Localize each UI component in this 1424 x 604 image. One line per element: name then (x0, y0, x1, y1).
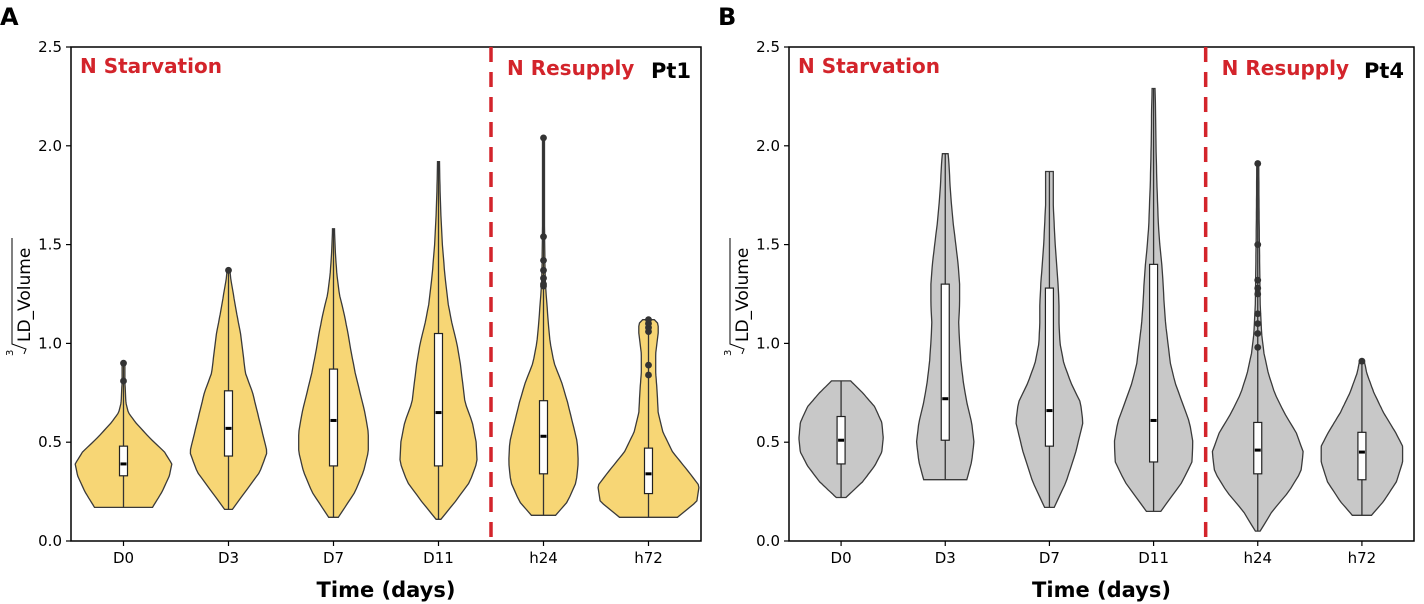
outlier-point (645, 371, 652, 379)
violin-box (1148, 263, 1159, 463)
violin-h24 (1211, 160, 1304, 532)
annotation-starvation: N Starvation (798, 54, 940, 78)
violin-box (1253, 421, 1263, 475)
outlier-point (1254, 330, 1262, 337)
outlier-point (540, 274, 547, 282)
y-axis-root-index: 3 (5, 350, 16, 356)
outlier-point (1254, 290, 1262, 298)
violin-chart-pt4: 0.0 0.5 1.0 1.5 2.0 2.5 D0 D3 D7 D11 h24 h72 N Star… (723, 38, 1415, 602)
x-tick-label: h72 (1348, 549, 1377, 567)
x-tick-label: D0 (113, 549, 134, 567)
outlier-point (1358, 357, 1366, 365)
outlier-point (1254, 343, 1262, 351)
y-tick-label: 2.0 (38, 137, 62, 155)
outlier-point (1254, 284, 1262, 292)
x-tick-label: D3 (935, 549, 956, 567)
x-tick-label: h24 (529, 549, 558, 567)
violin-h72 (597, 316, 700, 518)
plot-frame (788, 46, 1415, 542)
y-tick-label: 2.5 (38, 38, 62, 56)
outlier-point (1254, 310, 1262, 318)
y-axis-title: LD_Volume 3 (5, 238, 35, 356)
violin-D3 (915, 153, 975, 481)
x-axis-title: Time (days) (317, 578, 456, 602)
violin-box (940, 283, 950, 441)
outlier-point (1254, 160, 1262, 167)
violin-D3 (189, 266, 268, 511)
panel-letter-b: B (718, 3, 736, 31)
y-tick-label: 2.5 (756, 38, 780, 56)
violin-D7 (298, 228, 369, 518)
outlier-point (645, 361, 652, 369)
outlier-point (540, 266, 547, 274)
y-axis-radical-sign (11, 238, 27, 355)
x-tick-label: h24 (1243, 549, 1272, 567)
violin-chart-pt1: 0.0 0.5 1.0 1.5 2.0 2.5 D0 D3 D7 D11 h24 h72 N Star… (5, 38, 702, 602)
axes-group: 0.0 0.5 1.0 1.5 2.0 2.5 D0 D3 D7 D11 h24 h72 (38, 38, 663, 567)
panel-letter-a: A (0, 3, 19, 31)
y-axis-title-text: LD_Volume (733, 248, 753, 342)
x-axis-title: Time (days) (1032, 578, 1171, 602)
x-tick-label: D11 (423, 549, 454, 567)
violin-h24 (508, 134, 579, 516)
violin-h72 (1320, 357, 1404, 516)
violins-group (798, 87, 1404, 532)
outlier-point (1254, 320, 1262, 328)
violin-D11 (1113, 87, 1194, 513)
violin-D0 (798, 380, 884, 499)
y-tick-label: 0.5 (38, 433, 62, 451)
outlier-point (1254, 241, 1262, 249)
annotation-resupply: N Resupply (1222, 56, 1349, 80)
y-tick-label: 1.0 (38, 334, 62, 352)
plot-frame (70, 46, 702, 542)
y-axis-title-text: LD_Volume (15, 248, 35, 342)
x-tick-label: D3 (218, 549, 239, 567)
violin-box (223, 390, 234, 457)
violin-D0 (74, 359, 173, 509)
strain-label: Pt1 (651, 59, 691, 83)
violin-box (1044, 287, 1055, 447)
violin-D11 (399, 160, 478, 520)
annotation-resupply: N Resupply (507, 56, 634, 80)
y-tick-label: 0.0 (756, 532, 780, 550)
violin-box (118, 445, 129, 477)
y-axis-radical-sign (729, 238, 745, 355)
x-tick-label: h72 (634, 549, 663, 567)
strain-label: Pt4 (1364, 59, 1404, 83)
x-tick-label: D7 (1039, 549, 1060, 567)
violins-group (74, 134, 700, 520)
outlier-point (120, 377, 127, 385)
x-tick-label: D7 (323, 549, 344, 567)
outlier-point (540, 233, 547, 241)
outlier-point (540, 280, 547, 288)
outlier-point (645, 316, 652, 324)
violin-box (433, 332, 444, 467)
y-axis-title: LD_Volume 3 (723, 238, 753, 356)
outlier-point (1254, 276, 1262, 284)
y-tick-label: 1.5 (756, 236, 780, 254)
y-tick-label: 2.0 (756, 137, 780, 155)
violin-D7 (1015, 170, 1084, 509)
violin-box (1357, 431, 1367, 481)
y-tick-label: 0.5 (756, 433, 780, 451)
annotation-starvation: N Starvation (80, 54, 222, 78)
y-tick-label: 1.5 (38, 236, 62, 254)
outlier-point (225, 266, 232, 274)
y-tick-label: 1.0 (756, 334, 780, 352)
y-axis-root-index: 3 (723, 350, 734, 356)
outlier-point (540, 134, 547, 142)
x-tick-label: D11 (1138, 549, 1169, 567)
x-tick-label: D0 (831, 549, 852, 567)
outlier-point (540, 257, 547, 264)
violin-box (643, 447, 654, 495)
outlier-point (120, 359, 127, 367)
axes-group: 0.0 0.5 1.0 1.5 2.0 2.5 D0 D3 D7 D11 h24 h72 (756, 38, 1376, 567)
violin-box (328, 368, 339, 467)
y-tick-label: 0.0 (38, 532, 62, 550)
